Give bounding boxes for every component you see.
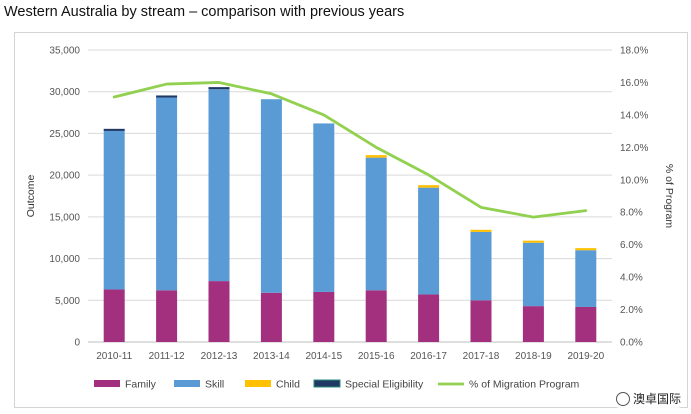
y-tick-label: 20,000 <box>49 171 80 182</box>
y2-tick-label: 8.0% <box>620 208 643 219</box>
y-tick-label: 30,000 <box>49 87 80 98</box>
legend-label-skill: Skill <box>205 379 224 391</box>
bar-family <box>470 300 492 342</box>
bar-skill <box>103 130 125 290</box>
y2-tick-label: 16.0% <box>620 78 648 89</box>
bar-special-eligibility <box>156 95 178 98</box>
bar-skill <box>156 97 178 291</box>
bar-child <box>522 240 544 243</box>
y2-tick-label: 14.0% <box>620 110 648 121</box>
x-tick-label: 2018-19 <box>515 351 552 362</box>
bar-child <box>418 185 440 188</box>
bar-family <box>418 294 440 342</box>
y-tick-label: 5,000 <box>55 296 80 307</box>
wechat-icon <box>615 391 630 406</box>
tick-labels: 0 5,000 10,000 15,000 20,000 25,000 30,000 35,0… <box>49 46 648 363</box>
y2-tick-label: 10.0% <box>620 175 648 186</box>
bar-family <box>365 290 387 342</box>
legend-swatch-child <box>245 380 271 387</box>
y2-tick-label: 0.0% <box>620 338 643 349</box>
x-tick-label: 2019-20 <box>567 351 604 362</box>
y-tick-label: 25,000 <box>49 129 80 140</box>
bar-skill <box>208 89 230 282</box>
bar-skill <box>522 242 544 307</box>
x-tick-label: 2015-16 <box>358 351 395 362</box>
bar-child <box>575 248 597 251</box>
line-migration-program <box>112 81 588 219</box>
line-series <box>112 81 588 219</box>
chart-frame <box>14 32 688 408</box>
bar-skill <box>365 157 387 291</box>
bar-child <box>365 155 387 158</box>
legend-label-child: Child <box>276 379 300 391</box>
bar-skill <box>418 187 440 295</box>
y2-axis-title: % of Program <box>663 164 675 228</box>
legend-label--of-migration-program: % of Migration Program <box>469 379 580 391</box>
bar-family <box>260 292 282 342</box>
x-tick-label: 2011-12 <box>149 351 185 362</box>
y2-tick-label: 6.0% <box>620 240 643 251</box>
bar-special-eligibility <box>103 128 125 131</box>
bar-family <box>156 290 178 342</box>
bar-family <box>575 306 597 342</box>
x-tick-label: 2012-13 <box>201 351 238 362</box>
legend: Family Skill Child Special Eligibility % of … <box>94 379 580 391</box>
bar-skill <box>575 250 597 307</box>
legend-label-family: Family <box>125 379 157 391</box>
y2-tick-label: 2.0% <box>620 305 643 316</box>
legend-swatch-family <box>94 380 120 387</box>
y-axis-title: Outcome <box>25 175 37 218</box>
bar-family <box>313 291 335 342</box>
legend-label-special-eligibility: Special Eligibility <box>345 379 424 391</box>
legend-swatch-special-eligibility <box>313 379 341 388</box>
bar-skill <box>470 231 492 301</box>
bar-skill <box>313 123 335 292</box>
x-tick-label: 2013-14 <box>253 351 290 362</box>
y-tick-label: 35,000 <box>49 46 80 57</box>
bar-special-eligibility <box>208 87 230 90</box>
watermark: 澳卓国际 <box>611 389 685 408</box>
watermark-text: 澳卓国际 <box>632 392 681 406</box>
x-tick-label: 2017-18 <box>463 351 500 362</box>
y-tick-label: 15,000 <box>49 212 80 223</box>
y2-tick-label: 12.0% <box>620 143 648 154</box>
x-tick-label: 2016-17 <box>410 351 447 362</box>
x-tick-label: 2014-15 <box>305 351 342 362</box>
x-tick-label: 2010-11 <box>96 351 132 362</box>
y2-tick-label: 4.0% <box>620 273 643 284</box>
bar-child <box>470 229 492 232</box>
bar-family <box>103 289 125 342</box>
bar-skill <box>260 99 282 293</box>
y2-tick-label: 18.0% <box>620 46 648 57</box>
legend-swatch-skill <box>174 380 200 387</box>
y-tick-label: 10,000 <box>49 254 80 265</box>
bar-family <box>522 306 544 342</box>
bar-family <box>208 281 230 342</box>
bars <box>103 87 597 342</box>
page-title: Western Australia by stream – comparison… <box>4 4 405 20</box>
y-tick-label: 0 <box>74 338 80 349</box>
